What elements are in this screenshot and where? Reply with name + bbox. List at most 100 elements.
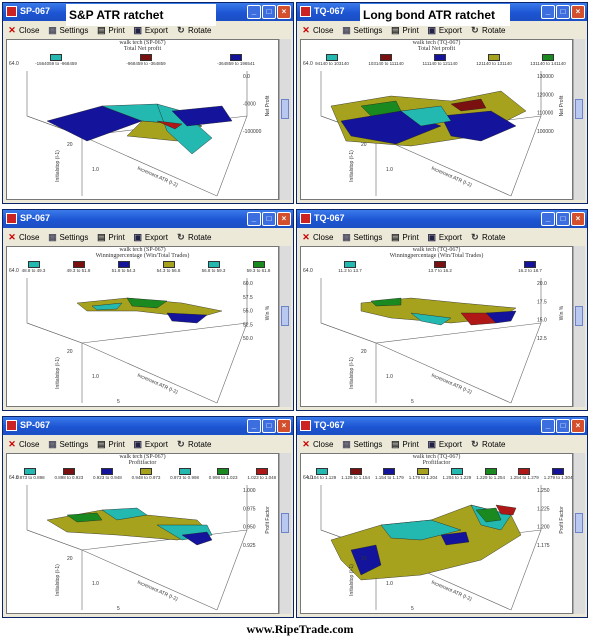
chart-area[interactable]: walk tech (SP-067) Total Net profit -15640… xyxy=(6,39,279,200)
print-label: Print xyxy=(108,232,125,242)
maximize-button[interactable]: □ xyxy=(262,5,276,19)
export-button[interactable]: ▣ Export xyxy=(427,232,462,242)
export-button[interactable]: ▣ Export xyxy=(427,25,462,35)
rotate-button[interactable]: ↻ Rotate xyxy=(176,25,211,35)
legend-label: 111140 to 121140 xyxy=(422,61,458,66)
vertical-scrollbar[interactable] xyxy=(279,453,291,614)
vertical-scrollbar[interactable] xyxy=(573,246,585,407)
rotate-button[interactable]: ↻ Rotate xyxy=(470,232,505,242)
z-axis-label: Initialstop (I-1) xyxy=(55,357,61,389)
close-window-button[interactable]: × xyxy=(277,419,291,433)
settings-button[interactable]: ▦ Settings xyxy=(341,232,382,242)
export-button[interactable]: ▣ Export xyxy=(427,439,462,449)
print-button[interactable]: ▤ Print xyxy=(390,232,419,242)
title-bar[interactable]: SP-067 _ □ × xyxy=(3,417,293,435)
legend-item: 49.3 to 51.8 xyxy=(57,261,101,273)
close-button[interactable]: ✕ Close xyxy=(301,232,333,242)
print-button[interactable]: ▤ Print xyxy=(96,439,125,449)
legend-label: 1.279 to 1.304 xyxy=(543,475,573,480)
close-button[interactable]: ✕ Close xyxy=(7,25,39,35)
settings-button[interactable]: ▦ Settings xyxy=(47,25,88,35)
x-axis-label: Increment ATR (I-2) xyxy=(136,579,179,602)
close-button[interactable]: ✕ Close xyxy=(301,25,333,35)
rotate-button[interactable]: ↻ Rotate xyxy=(470,439,505,449)
maximize-button[interactable]: □ xyxy=(262,419,276,433)
print-button[interactable]: ▤ Print xyxy=(390,439,419,449)
y-tick-label: 0.975 xyxy=(243,506,256,512)
minimize-button[interactable]: _ xyxy=(247,419,261,433)
export-button[interactable]: ▣ Export xyxy=(133,439,168,449)
legend-swatch xyxy=(542,54,554,61)
legend-swatch xyxy=(552,468,565,475)
app-icon xyxy=(300,213,311,224)
vertical-scrollbar[interactable] xyxy=(279,39,291,200)
surface-plot: 130000 120000 110000 100000 Net Profit Initia… xyxy=(320,71,565,197)
close-button[interactable]: ✕ Close xyxy=(7,232,39,242)
title-bar[interactable]: TQ-067 _ □ × xyxy=(297,210,587,228)
maximize-button[interactable]: □ xyxy=(556,212,570,226)
settings-button[interactable]: ▦ Settings xyxy=(47,439,88,449)
chart-area[interactable]: walk tech (TQ-067) Total Net profit 94140 … xyxy=(300,39,573,200)
close-window-button[interactable]: × xyxy=(277,5,291,19)
vertical-scrollbar[interactable] xyxy=(573,39,585,200)
export-button[interactable]: ▣ Export xyxy=(133,232,168,242)
axis-corner-value: 64.0 xyxy=(9,61,19,67)
print-button[interactable]: ▤ Print xyxy=(96,232,125,242)
legend-label: 49.3 to 51.8 xyxy=(66,268,91,273)
surface-plot: 20.0 17.5 15.0 12.5 Win % Initialstop (I-1) 20… xyxy=(320,278,565,405)
surface-patch xyxy=(410,312,452,326)
scrollbar-thumb[interactable] xyxy=(281,99,289,119)
minimize-button[interactable]: _ xyxy=(541,212,555,226)
rotate-button[interactable]: ↻ Rotate xyxy=(470,25,505,35)
minimize-button[interactable]: _ xyxy=(247,5,261,19)
title-bar[interactable]: SP-067 _ □ × xyxy=(3,210,293,228)
legend-item: 48.8 to 49.3 xyxy=(12,261,56,273)
chart-area[interactable]: walk tech (SP-067) Winningpercentage (Win… xyxy=(6,246,279,407)
depth-tick-label: 1.0 xyxy=(386,167,393,173)
export-button[interactable]: ▣ Export xyxy=(133,25,168,35)
close-window-button[interactable]: × xyxy=(571,5,585,19)
print-button[interactable]: ▤ Print xyxy=(96,25,125,35)
scrollbar-thumb[interactable] xyxy=(281,306,289,326)
minimize-button[interactable]: _ xyxy=(541,419,555,433)
scrollbar-thumb[interactable] xyxy=(575,99,583,119)
legend: -1564059 to -968459 -968459 to -364859 -36… xyxy=(11,54,274,70)
scrollbar-thumb[interactable] xyxy=(575,306,583,326)
chart-area[interactable]: walk tech (SP-067) Profitfactor 0.873 to 0… xyxy=(6,453,279,614)
y-tick-label: 100000 xyxy=(537,129,554,135)
close-window-button[interactable]: × xyxy=(571,419,585,433)
chart-header: walk tech (TQ-067) xyxy=(412,454,461,460)
chart-area[interactable]: walk tech (TQ-067) Winningpercentage (Win… xyxy=(300,246,573,407)
settings-button[interactable]: ▦ Settings xyxy=(47,232,88,242)
minimize-button[interactable]: _ xyxy=(247,212,261,226)
chart-area[interactable]: walk tech (TQ-067) Profitfactor 1.104 to 1… xyxy=(300,453,573,614)
floor-edge xyxy=(216,529,248,611)
settings-button[interactable]: ▦ Settings xyxy=(341,439,382,449)
print-button[interactable]: ▤ Print xyxy=(390,25,419,35)
maximize-button[interactable]: □ xyxy=(262,212,276,226)
maximize-button[interactable]: □ xyxy=(556,419,570,433)
legend-item: -364859 to 196541 xyxy=(214,54,258,66)
vertical-scrollbar[interactable] xyxy=(573,453,585,614)
legend-swatch xyxy=(484,468,497,475)
rotate-button[interactable]: ↻ Rotate xyxy=(176,439,211,449)
close-window-button[interactable]: × xyxy=(571,212,585,226)
maximize-button[interactable]: □ xyxy=(556,5,570,19)
scrollbar-thumb[interactable] xyxy=(575,513,583,533)
rotate-button[interactable]: ↻ Rotate xyxy=(176,232,211,242)
x-axis-label: Increment ATR (I-2) xyxy=(430,579,473,602)
close-window-button[interactable]: × xyxy=(277,212,291,226)
print-label: Print xyxy=(108,439,125,449)
settings-button[interactable]: ▦ Settings xyxy=(341,25,382,35)
y-tick-label: 130000 xyxy=(537,74,554,80)
legend-label: 0.923 to 0.948 xyxy=(93,475,122,480)
vertical-scrollbar[interactable] xyxy=(279,246,291,407)
title-bar[interactable]: TQ-067 _ □ × xyxy=(297,417,587,435)
close-button[interactable]: ✕ Close xyxy=(7,439,39,449)
minimize-button[interactable]: _ xyxy=(541,5,555,19)
scrollbar-thumb[interactable] xyxy=(281,513,289,533)
export-label: Export xyxy=(438,439,462,449)
close-button[interactable]: ✕ Close xyxy=(301,439,333,449)
toolbar: ✕ Close ▦ Settings ▤ Print ▣ Export ↻ Rotate xyxy=(297,436,587,452)
legend-item: 0.898 to 0.923 xyxy=(47,468,91,480)
